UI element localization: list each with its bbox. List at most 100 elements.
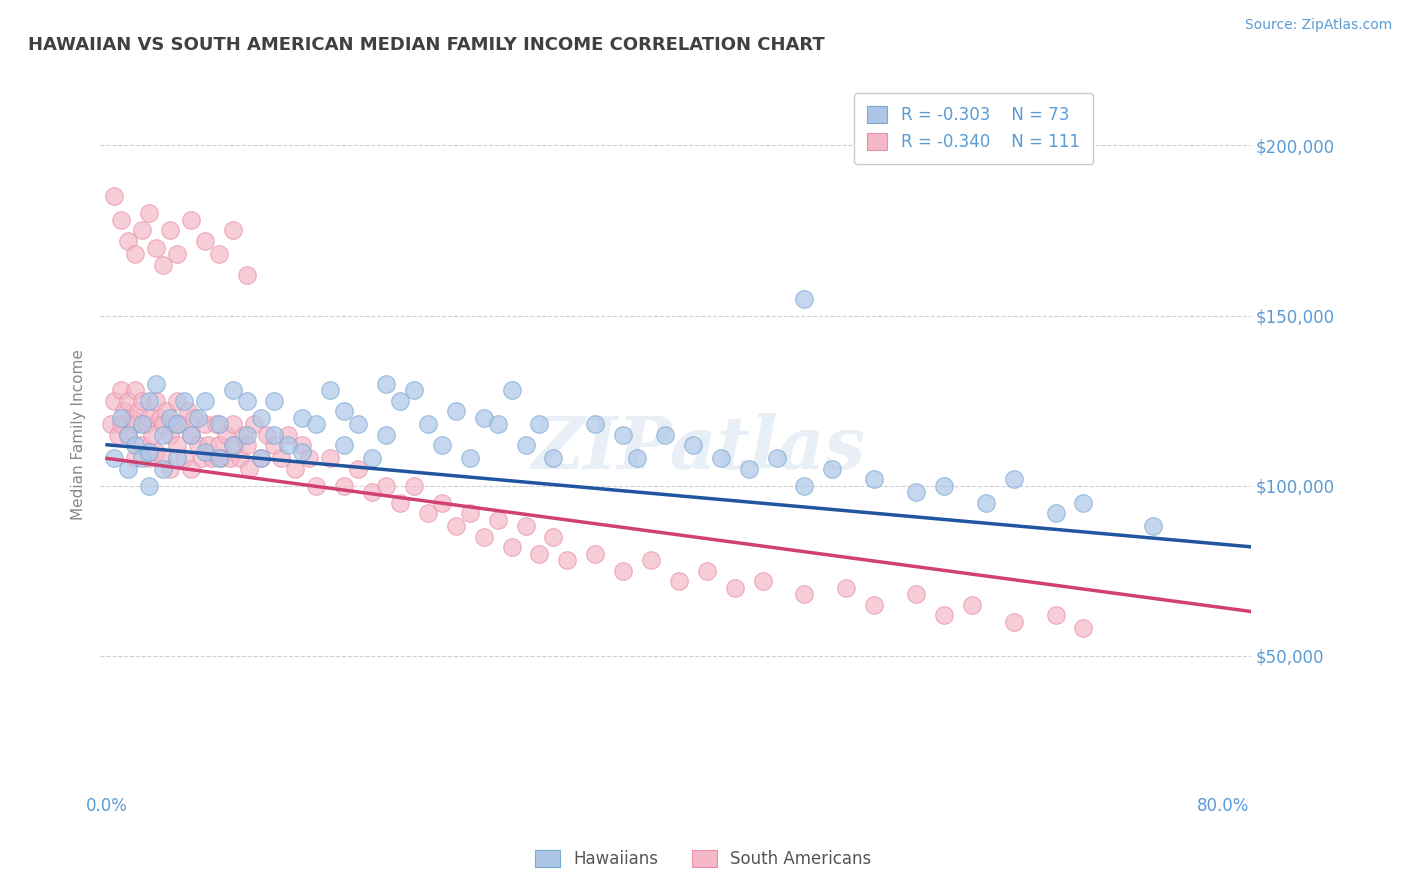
- Point: [375, 376, 398, 391]
- Point: [197, 438, 219, 452]
- Point: [221, 438, 243, 452]
- Point: [402, 478, 425, 492]
- Point: [430, 495, 453, 509]
- Point: [100, 417, 122, 432]
- Point: [141, 427, 163, 442]
- Point: [166, 417, 188, 432]
- Point: [793, 292, 815, 306]
- Point: [682, 438, 704, 452]
- Point: [821, 461, 844, 475]
- Point: [974, 495, 997, 509]
- Point: [163, 417, 186, 432]
- Point: [291, 410, 314, 425]
- Point: [152, 417, 174, 432]
- Point: [751, 574, 773, 588]
- Point: [214, 427, 236, 442]
- Point: [138, 393, 160, 408]
- Point: [333, 403, 356, 417]
- Point: [737, 461, 759, 475]
- Point: [166, 438, 188, 452]
- Point: [444, 519, 467, 533]
- Point: [205, 417, 228, 432]
- Point: [152, 427, 174, 442]
- Legend: R = -0.303    N = 73, R = -0.340    N = 111: R = -0.303 N = 73, R = -0.340 N = 111: [853, 93, 1092, 164]
- Point: [121, 410, 143, 425]
- Point: [270, 451, 292, 466]
- Point: [145, 393, 167, 408]
- Point: [208, 451, 231, 466]
- Point: [472, 410, 495, 425]
- Point: [169, 417, 191, 432]
- Point: [110, 384, 132, 398]
- Point: [256, 427, 278, 442]
- Point: [305, 478, 328, 492]
- Point: [486, 513, 509, 527]
- Point: [305, 417, 328, 432]
- Point: [1002, 472, 1025, 486]
- Point: [654, 427, 676, 442]
- Point: [863, 472, 886, 486]
- Point: [187, 438, 209, 452]
- Point: [194, 393, 217, 408]
- Point: [388, 393, 411, 408]
- Text: HAWAIIAN VS SOUTH AMERICAN MEDIAN FAMILY INCOME CORRELATION CHART: HAWAIIAN VS SOUTH AMERICAN MEDIAN FAMILY…: [28, 36, 825, 54]
- Point: [291, 444, 314, 458]
- Point: [183, 410, 205, 425]
- Point: [145, 376, 167, 391]
- Point: [221, 384, 243, 398]
- Point: [529, 547, 551, 561]
- Point: [458, 506, 481, 520]
- Point: [166, 393, 188, 408]
- Point: [515, 519, 537, 533]
- Text: ZIPatlas: ZIPatlas: [531, 413, 866, 484]
- Point: [249, 451, 271, 466]
- Point: [145, 240, 167, 254]
- Point: [291, 438, 314, 452]
- Point: [180, 461, 202, 475]
- Point: [159, 223, 181, 237]
- Point: [191, 451, 214, 466]
- Point: [863, 598, 886, 612]
- Point: [242, 417, 264, 432]
- Point: [710, 451, 733, 466]
- Point: [1045, 607, 1067, 622]
- Point: [416, 417, 439, 432]
- Point: [557, 553, 579, 567]
- Point: [117, 393, 139, 408]
- Point: [583, 547, 606, 561]
- Point: [347, 461, 370, 475]
- Point: [235, 268, 257, 282]
- Point: [932, 478, 955, 492]
- Point: [583, 417, 606, 432]
- Point: [263, 393, 285, 408]
- Point: [375, 427, 398, 442]
- Point: [117, 427, 139, 442]
- Point: [472, 530, 495, 544]
- Point: [835, 581, 858, 595]
- Point: [640, 553, 662, 567]
- Point: [145, 444, 167, 458]
- Point: [333, 478, 356, 492]
- Point: [159, 427, 181, 442]
- Point: [218, 451, 240, 466]
- Legend: Hawaiians, South Americans: Hawaiians, South Americans: [529, 843, 877, 875]
- Point: [180, 427, 202, 442]
- Point: [416, 506, 439, 520]
- Point: [177, 403, 200, 417]
- Point: [208, 247, 231, 261]
- Point: [1073, 495, 1095, 509]
- Point: [228, 451, 250, 466]
- Point: [124, 438, 146, 452]
- Point: [110, 417, 132, 432]
- Point: [138, 206, 160, 220]
- Point: [155, 403, 177, 417]
- Point: [194, 234, 217, 248]
- Point: [208, 438, 231, 452]
- Point: [180, 213, 202, 227]
- Point: [221, 223, 243, 237]
- Point: [159, 410, 181, 425]
- Point: [107, 427, 129, 442]
- Point: [444, 403, 467, 417]
- Point: [235, 393, 257, 408]
- Point: [110, 213, 132, 227]
